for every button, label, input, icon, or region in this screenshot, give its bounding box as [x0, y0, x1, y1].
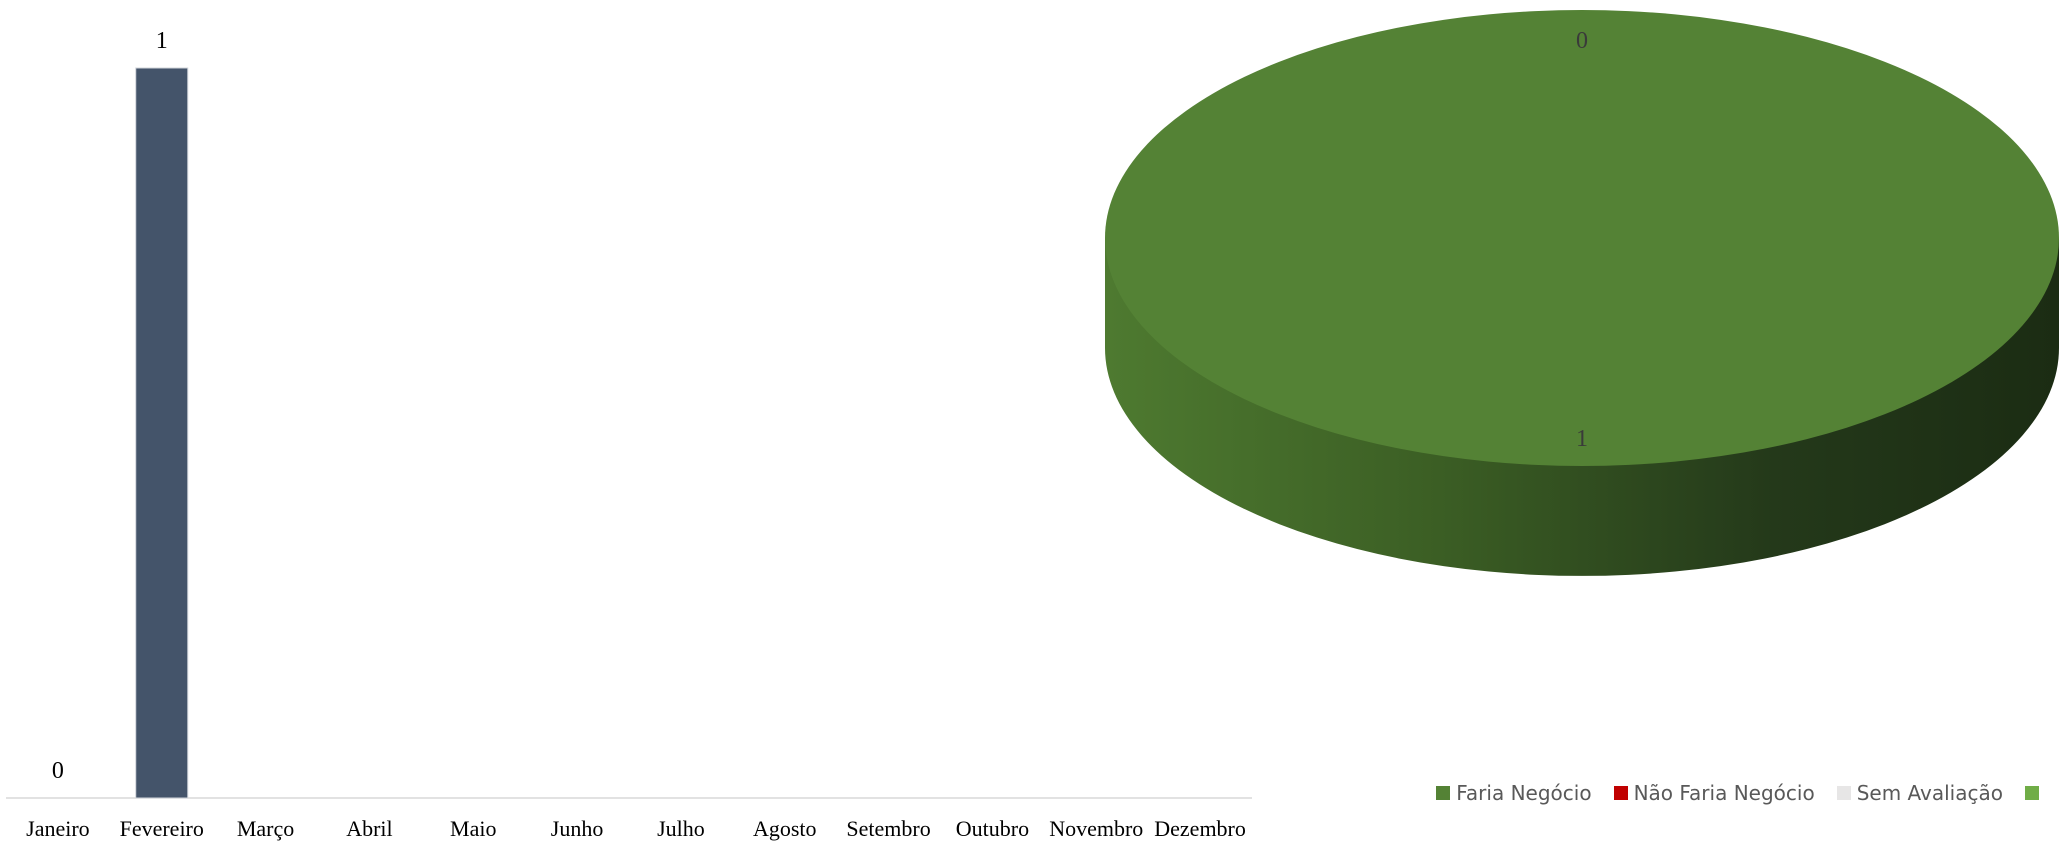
pie-label-top: 0 — [1576, 28, 1588, 54]
x-tick-label-maio: Maio — [450, 816, 496, 841]
x-tick-label-janeiro: Janeiro — [26, 816, 90, 841]
pie-legend: Faria Negócio Não Faria Negócio Sem Aval… — [1414, 781, 2045, 805]
legend-label-nao-faria-negocio: Não Faria Negócio — [1633, 781, 1815, 805]
x-tick-label-setembro: Setembro — [846, 816, 930, 841]
x-tick-label-novembro: Novembro — [1049, 816, 1143, 841]
legend-item-unlabeled — [2025, 786, 2045, 800]
legend-label-sem-avaliacao: Sem Avaliação — [1856, 781, 2003, 805]
legend-item-sem-avaliacao: Sem Avaliação — [1836, 781, 2003, 805]
x-tick-label-marco: Março — [237, 816, 294, 841]
pie-label-faria-negocio: 1 — [1576, 426, 1588, 452]
x-tick-label-julho: Julho — [657, 816, 705, 841]
pie-slice-faria-negocio — [1105, 10, 2059, 466]
data-label-janeiro: 0 — [52, 758, 64, 784]
x-tick-label-agosto: Agosto — [753, 816, 817, 841]
x-tick-label-dezembro: Dezembro — [1154, 816, 1246, 841]
x-tick-label-fevereiro: Fevereiro — [120, 816, 204, 841]
x-tick-label-abril: Abril — [346, 816, 392, 841]
bar-fevereiro — [135, 67, 189, 799]
data-label-fevereiro: 1 — [156, 28, 168, 54]
legend-item-faria-negocio: Faria Negócio — [1436, 781, 1592, 805]
legend-item-nao-faria-negocio: Não Faria Negócio — [1613, 781, 1815, 805]
legend-swatch-sem-avaliacao — [1836, 786, 1851, 800]
bar-chart: 0 1 Janeiro Fevereiro Março Abril Maio Junho Ju… — [6, 28, 1252, 841]
legend-swatch-faria-negocio — [1436, 786, 1451, 800]
legend-swatch-nao-faria-negocio — [1613, 786, 1628, 800]
legend-label-faria-negocio: Faria Negócio — [1456, 781, 1592, 805]
x-tick-label-outubro: Outubro — [956, 816, 1029, 841]
pie-chart: 0 1 — [1105, 10, 2059, 576]
legend-swatch-unlabeled — [2025, 786, 2039, 800]
x-tick-label-junho: Junho — [551, 816, 604, 841]
